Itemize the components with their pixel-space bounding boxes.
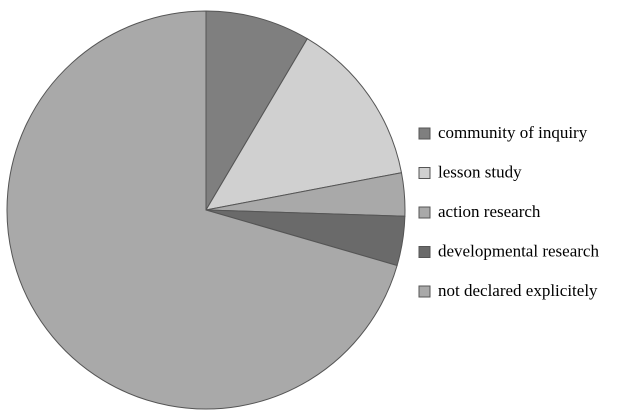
pie-slice-community-of-inquiry bbox=[205, 10, 308, 212]
legend-swatch bbox=[418, 167, 431, 179]
legend-item: action research bbox=[418, 202, 541, 221]
legend-swatch bbox=[418, 127, 431, 140]
legend-label: developmental research bbox=[438, 242, 599, 261]
pie-slice-lesson-study bbox=[205, 38, 403, 211]
pie-slices bbox=[6, 10, 406, 410]
legend-swatch bbox=[418, 206, 431, 219]
legend-item: lesson study bbox=[418, 163, 522, 182]
legend: community of inquiry lesson study action r… bbox=[418, 123, 599, 300]
legend-label: lesson study bbox=[438, 163, 522, 182]
legend-label: not declared explicitely bbox=[438, 281, 598, 300]
legend-item: developmental research bbox=[418, 242, 599, 261]
legend-item: not declared explicitely bbox=[418, 281, 598, 300]
legend-swatch bbox=[418, 285, 431, 298]
legend-swatch bbox=[418, 246, 431, 258]
legend-label: action research bbox=[438, 202, 541, 221]
pie-slice-not-declared-explicitely bbox=[6, 10, 398, 410]
legend-item: community of inquiry bbox=[418, 123, 588, 142]
legend-label: community of inquiry bbox=[438, 123, 588, 142]
